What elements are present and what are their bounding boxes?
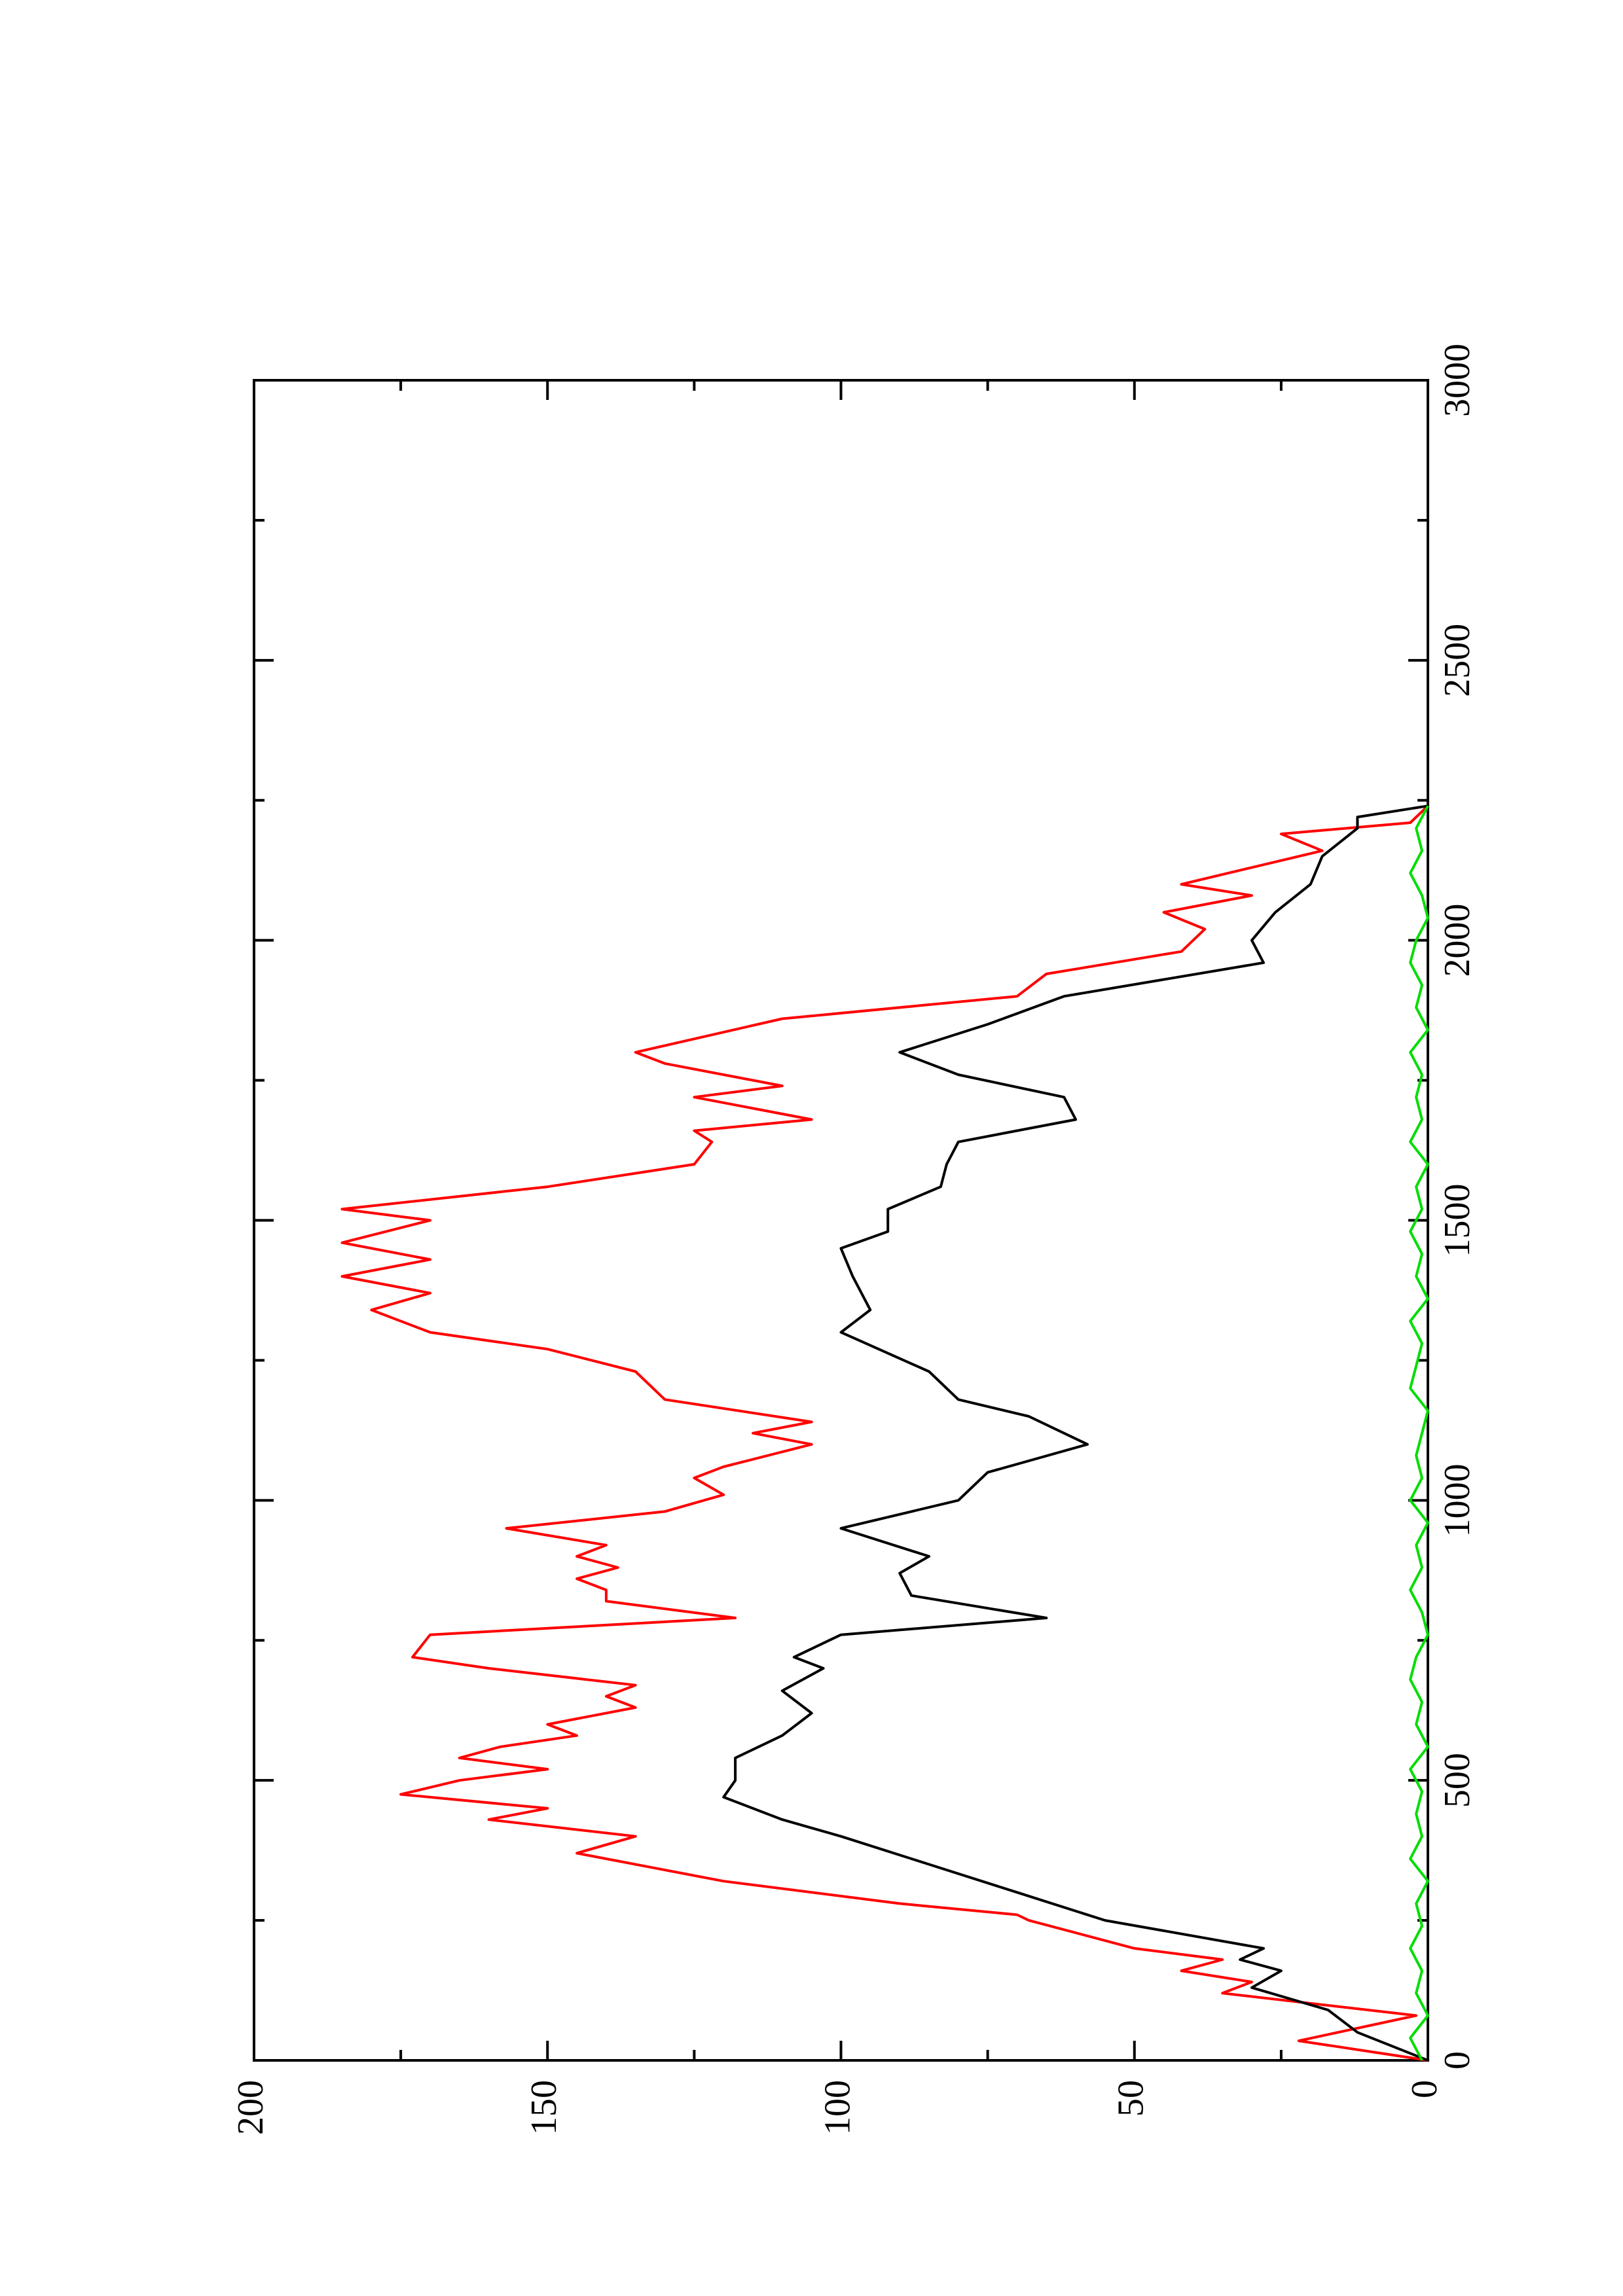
- x-tick-label: 500: [1437, 1753, 1478, 1808]
- y-tick-label: 150: [524, 2080, 564, 2135]
- x-tick-label: 0: [1437, 2051, 1478, 2070]
- x-tick-label: 3000: [1437, 344, 1478, 417]
- series-line: [340, 804, 1429, 2062]
- series-line: [1409, 805, 1429, 2061]
- y-tick-label: 200: [230, 2080, 271, 2135]
- y-tick-label: 0: [1404, 2080, 1445, 2098]
- x-tick-label: 2000: [1437, 904, 1478, 977]
- x-tick-label: 1500: [1437, 1184, 1478, 1257]
- y-tick-label: 100: [817, 2080, 858, 2135]
- x-tick-label: 1000: [1437, 1463, 1478, 1537]
- x-tick-label: 2500: [1437, 624, 1478, 697]
- series-line: [722, 804, 1429, 2062]
- y-tick-label: 50: [1111, 2080, 1152, 2117]
